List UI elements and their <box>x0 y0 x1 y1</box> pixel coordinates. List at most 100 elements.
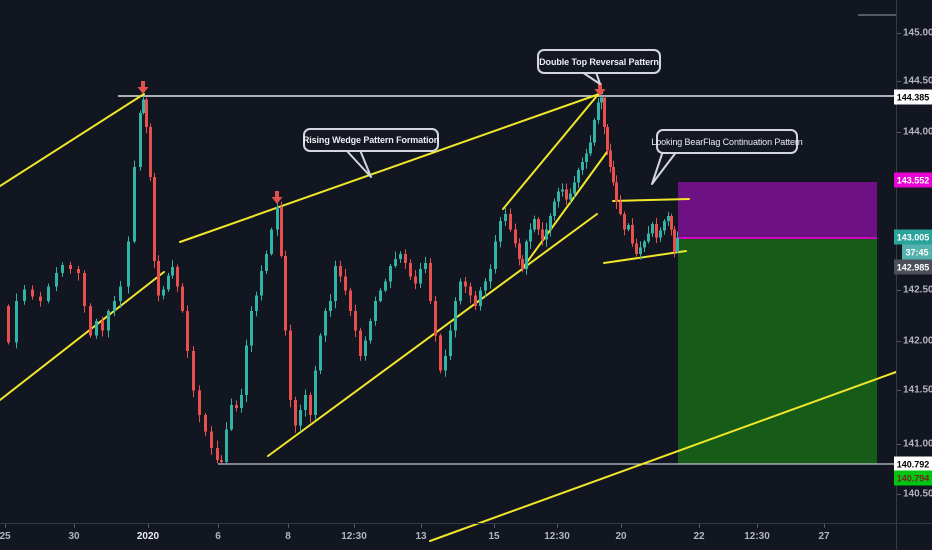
price-tick-mark <box>897 290 901 291</box>
bearflag-callout[interactable]: Looking BearFlag Continuation Pattern <box>651 129 803 154</box>
candle-body <box>113 300 116 312</box>
candle-body <box>7 305 10 343</box>
candle-body <box>655 224 658 238</box>
price-tick-label: 141.500 <box>903 384 932 396</box>
candle-body <box>334 266 337 301</box>
candle-body <box>394 258 397 267</box>
time-tick-mark <box>421 524 422 528</box>
candle-body <box>529 229 532 242</box>
candle-body <box>464 281 467 287</box>
candle-body <box>389 266 392 282</box>
candle-body <box>15 300 18 343</box>
time-tick-mark <box>621 524 622 528</box>
price-tick-label: 141.000 <box>903 438 932 450</box>
rising-wedge-callout[interactable]: Rising Wedge Pattern Formation <box>303 128 439 152</box>
candle-body <box>509 213 512 230</box>
flag-lower-line[interactable] <box>603 250 687 264</box>
time-tick-mark <box>5 524 6 528</box>
candle-body <box>265 253 268 272</box>
candle-body <box>631 225 634 244</box>
bid-price-label: 142.985 <box>894 259 932 275</box>
candle-body <box>314 370 317 416</box>
candle-body <box>593 120 596 143</box>
candle-body <box>95 321 98 336</box>
price-axis[interactable]: 145.000 144.500 144.000 142.500 142.000 141.5… <box>894 0 932 523</box>
long-support-trendline[interactable] <box>429 371 897 542</box>
candle-body <box>101 321 104 331</box>
time-tick-mark <box>218 524 219 528</box>
time-tick-mark <box>74 524 75 528</box>
candle-body <box>424 263 427 270</box>
candle-body <box>153 177 156 261</box>
wedge-upper-line[interactable] <box>179 92 603 243</box>
stop-level-label: 143.552 <box>894 172 932 188</box>
rising-wedge-callout-tail <box>345 149 372 178</box>
candle-body <box>364 340 367 356</box>
candle-body <box>127 241 130 287</box>
candle-body <box>651 224 654 234</box>
reversal-arrow-1[interactable] <box>137 81 149 94</box>
candle-body <box>31 289 34 297</box>
candle-body <box>404 253 407 264</box>
candle-body <box>439 335 442 371</box>
stop-loss-zone[interactable] <box>678 182 877 238</box>
candle-body <box>573 182 576 194</box>
candle-body <box>609 150 612 167</box>
last-price-label: 143.005 <box>894 229 932 245</box>
candle-body <box>469 286 472 296</box>
candle-body <box>459 281 462 301</box>
double-top-callout[interactable]: Double Top Reversal Pattern <box>537 49 661 74</box>
candle-body <box>354 311 357 331</box>
left-support-trendline[interactable] <box>0 271 165 401</box>
reversal-arrow-3[interactable] <box>594 83 606 96</box>
price-tick-mark <box>897 444 901 445</box>
candle-body <box>186 311 189 351</box>
price-tick-mark <box>897 390 901 391</box>
candle-body <box>198 390 201 416</box>
steep-channel-lower[interactable] <box>521 151 608 270</box>
candle-body <box>521 258 524 270</box>
flag-upper-line[interactable] <box>612 198 690 202</box>
candle-body <box>639 247 642 254</box>
time-tick-label: 25 <box>0 531 11 542</box>
candle-body <box>339 266 342 277</box>
candle-body <box>434 300 437 336</box>
candle-body <box>659 230 662 238</box>
candle-body <box>489 269 492 282</box>
candle-body <box>61 265 64 274</box>
candle-body <box>349 290 352 312</box>
steep-channel-upper[interactable] <box>502 90 602 210</box>
time-tick-mark <box>699 524 700 528</box>
candle-body <box>83 273 86 306</box>
candle-body <box>176 267 179 287</box>
candle-body <box>280 206 283 256</box>
candle-body <box>600 97 603 103</box>
candle-body <box>145 99 148 128</box>
candle-body <box>299 410 302 426</box>
candle-body <box>294 399 297 426</box>
candle-body <box>549 216 552 230</box>
candle-body <box>204 415 207 432</box>
candle-body <box>557 191 560 202</box>
reversal-arrow-2[interactable] <box>271 191 283 204</box>
candle-body <box>670 216 673 230</box>
time-tick-label: 8 <box>285 531 291 542</box>
candle-body <box>663 221 666 231</box>
candle-body <box>245 345 248 395</box>
candle-body <box>235 404 238 409</box>
time-axis[interactable]: 25 30 2020 6 8 12:30 13 15 12:30 20 22 12:30 27 <box>0 524 932 550</box>
candle-body <box>597 102 600 121</box>
take-profit-zone[interactable] <box>678 237 877 464</box>
candle-body <box>181 286 184 312</box>
candle-body <box>635 243 638 254</box>
candle-body <box>276 206 279 230</box>
left-peak-trendline[interactable] <box>0 93 145 187</box>
bearflag-callout-tail <box>651 150 678 185</box>
candle-body <box>157 260 160 296</box>
candle-body <box>581 161 584 171</box>
wedge-lower-line[interactable] <box>267 213 598 457</box>
candle-body <box>429 263 432 301</box>
price-tick-label: 144.500 <box>903 75 932 87</box>
candle-body <box>284 255 287 331</box>
